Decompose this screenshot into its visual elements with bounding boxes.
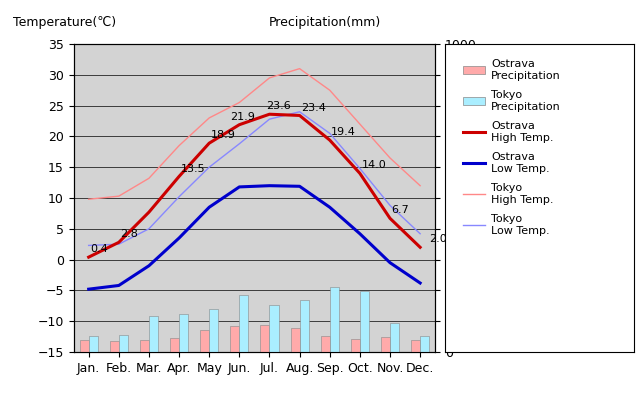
Bar <box>411 340 420 352</box>
Bar <box>239 295 248 352</box>
Bar <box>79 340 89 352</box>
Text: 6.7: 6.7 <box>392 206 409 216</box>
Bar <box>149 316 158 352</box>
Bar <box>179 314 188 352</box>
Text: 18.9: 18.9 <box>211 130 236 140</box>
Bar <box>140 340 149 352</box>
Bar <box>200 330 209 352</box>
Text: 2.8: 2.8 <box>120 230 138 240</box>
Bar <box>381 337 390 352</box>
Bar <box>230 326 239 352</box>
Bar <box>321 336 330 352</box>
Legend: Ostrava
Precipitation, Tokyo
Precipitation, Ostrava
High Temp., Ostrava
Low Temp: Ostrava Precipitation, Tokyo Precipitati… <box>460 56 564 239</box>
Bar <box>260 325 269 352</box>
Bar <box>119 335 128 352</box>
Bar <box>110 341 119 352</box>
Text: 14.0: 14.0 <box>362 160 386 170</box>
Bar <box>390 323 399 352</box>
Bar <box>330 287 339 352</box>
Text: 21.9: 21.9 <box>230 112 255 122</box>
Text: 13.5: 13.5 <box>180 164 205 174</box>
Bar <box>291 328 300 352</box>
Bar <box>420 336 429 352</box>
Text: 0.4: 0.4 <box>90 244 108 254</box>
Text: Temperature(℃): Temperature(℃) <box>13 16 116 29</box>
Bar <box>351 339 360 352</box>
Bar <box>170 338 179 352</box>
Text: 23.4: 23.4 <box>301 102 326 112</box>
Bar <box>300 300 308 352</box>
Text: Precipitation(mm): Precipitation(mm) <box>269 16 381 29</box>
Bar <box>360 291 369 352</box>
Text: 2.0: 2.0 <box>429 234 447 244</box>
Bar <box>269 304 278 352</box>
Bar <box>209 310 218 352</box>
Text: 23.6: 23.6 <box>266 101 291 111</box>
Bar <box>89 336 98 352</box>
Text: 19.4: 19.4 <box>332 127 356 137</box>
